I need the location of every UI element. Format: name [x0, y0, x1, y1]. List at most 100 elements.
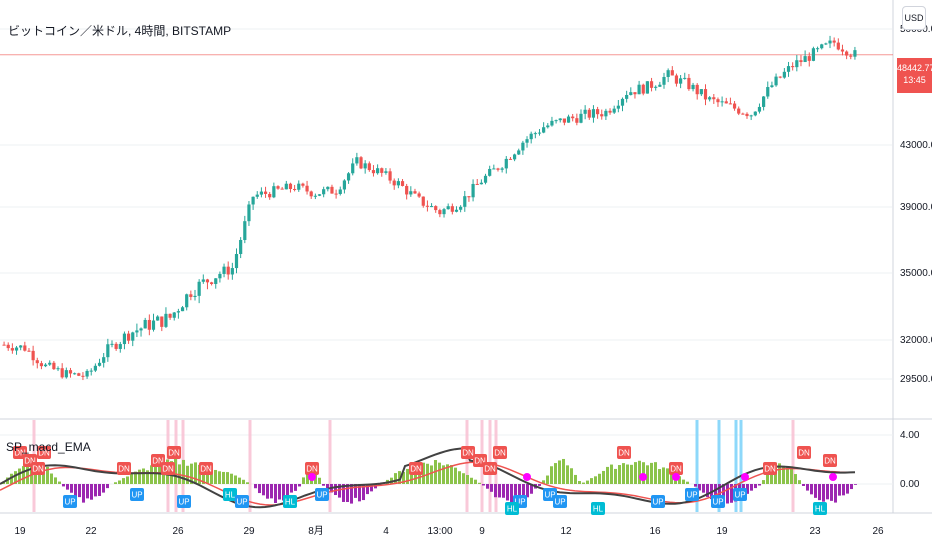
hist-bar-positive — [566, 465, 569, 484]
hist-bar-positive — [114, 482, 117, 484]
candle-up — [313, 193, 317, 200]
candle-body — [537, 132, 542, 134]
candle-body — [388, 171, 392, 181]
hist-bar-positive — [794, 474, 797, 484]
candle-body — [77, 373, 81, 376]
candle-down — [849, 53, 853, 60]
candle-down — [39, 360, 44, 370]
dn-label: DN — [199, 462, 213, 475]
candle-body — [492, 168, 496, 170]
countdown-label: 13:45 — [903, 75, 926, 85]
hist-bar-positive — [654, 462, 657, 484]
candle-up — [118, 341, 122, 353]
label-box — [669, 462, 683, 475]
label-text: UP — [734, 491, 745, 500]
candle-up — [180, 305, 185, 312]
current-price-badge: 48442.77 13:45 — [897, 58, 932, 93]
hist-bar-positive — [430, 465, 433, 484]
hist-bar-positive — [634, 462, 637, 484]
hist-bar-positive — [454, 467, 457, 484]
dn-label: DN — [669, 462, 683, 475]
price-tick-label: 29500.00 — [900, 374, 932, 385]
hist-bar-positive — [222, 471, 225, 484]
candle-body — [687, 77, 691, 90]
hist-bar-negative — [506, 484, 509, 501]
candle-up — [201, 274, 205, 284]
candle-body — [288, 183, 293, 189]
candle-body — [39, 363, 44, 367]
hist-bar-positive — [142, 468, 145, 484]
candle-up — [471, 179, 475, 202]
macd-cross-marker — [741, 473, 749, 481]
candle-down — [467, 196, 471, 202]
candle-down — [791, 62, 795, 71]
candle-body — [151, 320, 156, 330]
candle-body — [508, 158, 513, 160]
hl-label: HL — [283, 495, 297, 508]
candle-body — [483, 175, 488, 183]
candle-up — [89, 368, 93, 376]
candle-up — [766, 81, 770, 99]
indicator-title[interactable]: SP_macd_EMA — [6, 440, 91, 454]
label-text: HL — [593, 505, 604, 514]
candle-up — [106, 338, 110, 362]
candle-body — [762, 96, 766, 107]
candle-body — [442, 209, 446, 215]
candle-down — [52, 360, 56, 370]
candle-body — [795, 60, 799, 68]
candle-down — [724, 97, 728, 104]
candle-body — [376, 168, 380, 174]
candle-body — [135, 330, 139, 333]
candle-body — [6, 344, 10, 349]
candle-body — [363, 163, 367, 169]
candle-body — [811, 48, 816, 61]
candle-body — [334, 193, 338, 195]
candle-body — [276, 186, 280, 189]
candle-body — [753, 111, 757, 116]
candle-body — [475, 183, 479, 185]
candle-down — [649, 77, 654, 92]
candle-down — [687, 74, 691, 91]
hist-bar-negative — [842, 484, 845, 496]
candle-body — [770, 85, 774, 88]
candle-down — [413, 188, 417, 194]
label-text: UP — [712, 498, 723, 507]
candle-up — [259, 187, 264, 198]
label-box — [63, 495, 77, 508]
label-box — [283, 495, 297, 508]
candle-body — [284, 183, 288, 190]
currency-button[interactable]: USD — [902, 6, 926, 30]
hist-bar-positive — [402, 471, 405, 484]
candle-down — [832, 37, 836, 47]
candle-body — [239, 239, 243, 255]
candle-up — [135, 323, 139, 338]
hist-bar-positive — [462, 473, 465, 484]
candle-body — [60, 368, 64, 378]
label-box — [31, 462, 45, 475]
candle-down — [799, 55, 803, 67]
hist-bar-positive — [550, 466, 553, 484]
hist-bar-positive — [610, 464, 613, 484]
candle-body — [126, 333, 131, 341]
candle-body — [106, 344, 110, 358]
hist-bar-positive — [54, 477, 57, 484]
candle-body — [52, 362, 56, 370]
candle-body — [309, 191, 313, 197]
candle-up — [828, 35, 832, 49]
hist-bar-negative — [366, 484, 369, 495]
candle-up — [459, 205, 463, 213]
hist-bar-positive — [578, 481, 581, 484]
hist-bar-negative — [66, 484, 69, 490]
hist-bar-negative — [486, 484, 489, 489]
candle-body — [209, 282, 214, 284]
candle-body — [467, 196, 471, 198]
candle-up — [824, 42, 828, 46]
candle-body — [836, 42, 840, 50]
hist-bar-negative — [266, 484, 269, 499]
hist-bar-positive — [130, 473, 133, 484]
candle-body — [845, 51, 849, 56]
candle-body — [243, 221, 247, 240]
chart-title: ビットコイン／米ドル, 4時間, BITSTAMP — [8, 24, 232, 38]
hist-bar-negative — [750, 484, 753, 491]
candle-body — [583, 109, 587, 114]
